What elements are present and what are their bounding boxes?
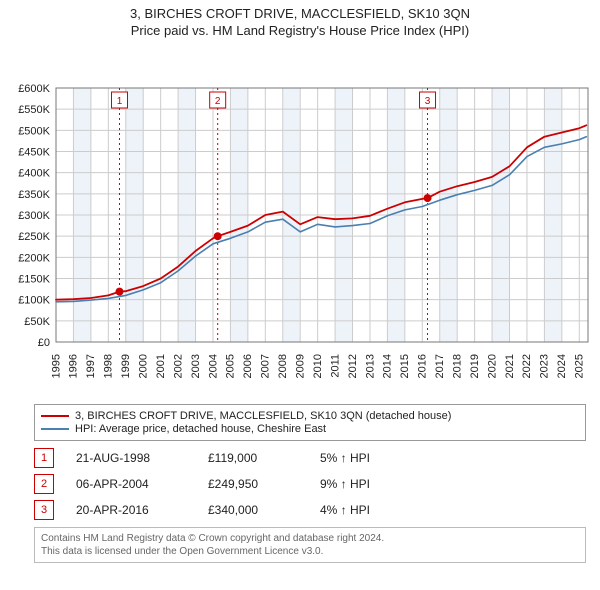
svg-text:2014: 2014	[382, 354, 394, 378]
sales-row: 3 20-APR-2016 £340,000 4% ↑ HPI	[34, 497, 586, 523]
svg-text:2008: 2008	[277, 354, 289, 378]
legend-item-hpi: HPI: Average price, detached house, Ches…	[41, 423, 579, 435]
svg-text:£300K: £300K	[18, 210, 50, 222]
title-main: 3, BIRCHES CROFT DRIVE, MACCLESFIELD, SK…	[0, 6, 600, 21]
svg-text:2022: 2022	[521, 354, 533, 378]
svg-text:£600K: £600K	[18, 83, 50, 95]
svg-text:1999: 1999	[120, 354, 132, 378]
sale-price: £249,950	[208, 477, 298, 491]
title-sub: Price paid vs. HM Land Registry's House …	[0, 23, 600, 38]
svg-text:2024: 2024	[556, 354, 568, 378]
svg-text:1998: 1998	[103, 354, 115, 378]
sale-delta: 9% ↑ HPI	[320, 477, 410, 491]
svg-text:2005: 2005	[225, 354, 237, 378]
svg-text:2025: 2025	[574, 354, 586, 378]
svg-text:2013: 2013	[364, 354, 376, 378]
svg-text:£350K: £350K	[18, 189, 50, 201]
sales-row: 1 21-AUG-1998 £119,000 5% ↑ HPI	[34, 445, 586, 471]
svg-text:£150K: £150K	[18, 274, 50, 286]
svg-text:2010: 2010	[312, 354, 324, 378]
svg-text:2011: 2011	[329, 354, 341, 378]
sale-price: £340,000	[208, 503, 298, 517]
sale-marker-badge: 1	[34, 448, 54, 468]
legend-item-property: 3, BIRCHES CROFT DRIVE, MACCLESFIELD, SK…	[41, 410, 579, 422]
svg-text:2004: 2004	[207, 354, 219, 378]
svg-text:2006: 2006	[242, 354, 254, 378]
legend-swatch	[41, 415, 69, 417]
sale-date: 21-AUG-1998	[76, 451, 186, 465]
svg-text:1: 1	[117, 96, 123, 107]
svg-text:2015: 2015	[399, 354, 411, 378]
svg-text:£0: £0	[38, 337, 50, 349]
legend-label: 3, BIRCHES CROFT DRIVE, MACCLESFIELD, SK…	[75, 410, 451, 422]
svg-text:2012: 2012	[347, 354, 359, 378]
sale-marker-badge: 3	[34, 500, 54, 520]
legend: 3, BIRCHES CROFT DRIVE, MACCLESFIELD, SK…	[34, 404, 586, 441]
sale-marker-badge: 2	[34, 474, 54, 494]
footer-note: Contains HM Land Registry data © Crown c…	[34, 527, 586, 563]
svg-text:2023: 2023	[539, 354, 551, 378]
svg-text:£400K: £400K	[18, 168, 50, 180]
svg-text:2007: 2007	[260, 354, 272, 378]
svg-text:£550K: £550K	[18, 104, 50, 116]
sales-row: 2 06-APR-2004 £249,950 9% ↑ HPI	[34, 471, 586, 497]
price-chart: £0 £50K £100K £150K £200K £250K £300K £350K £400…	[0, 38, 600, 398]
sale-price: £119,000	[208, 451, 298, 465]
svg-text:2000: 2000	[138, 354, 150, 378]
footer-line-2: This data is licensed under the Open Gov…	[41, 545, 579, 558]
svg-text:£50K: £50K	[24, 316, 50, 328]
legend-swatch	[41, 428, 69, 430]
svg-text:2020: 2020	[486, 354, 498, 378]
svg-text:2018: 2018	[451, 354, 463, 378]
legend-label: HPI: Average price, detached house, Ches…	[75, 423, 326, 435]
sale-date: 20-APR-2016	[76, 503, 186, 517]
svg-text:2001: 2001	[155, 354, 167, 378]
svg-text:2021: 2021	[504, 354, 516, 378]
svg-text:2019: 2019	[469, 354, 481, 378]
svg-text:2003: 2003	[190, 354, 202, 378]
sale-delta: 4% ↑ HPI	[320, 503, 410, 517]
svg-text:£500K: £500K	[18, 125, 50, 137]
chart-titles: 3, BIRCHES CROFT DRIVE, MACCLESFIELD, SK…	[0, 0, 600, 38]
svg-text:£200K: £200K	[18, 252, 50, 264]
svg-text:1997: 1997	[85, 354, 97, 378]
svg-text:1995: 1995	[50, 354, 62, 378]
svg-text:2009: 2009	[294, 354, 306, 378]
sale-delta: 5% ↑ HPI	[320, 451, 410, 465]
svg-text:£100K: £100K	[18, 295, 50, 307]
svg-text:£450K: £450K	[18, 147, 50, 159]
svg-text:2: 2	[215, 96, 221, 107]
sales-table: 1 21-AUG-1998 £119,000 5% ↑ HPI 2 06-APR…	[34, 445, 586, 523]
svg-text:2017: 2017	[434, 354, 446, 378]
svg-text:£250K: £250K	[18, 231, 50, 243]
svg-text:2002: 2002	[172, 354, 184, 378]
sale-date: 06-APR-2004	[76, 477, 186, 491]
svg-text:1996: 1996	[68, 354, 80, 378]
svg-text:3: 3	[425, 96, 431, 107]
svg-text:2016: 2016	[417, 354, 429, 378]
footer-line-1: Contains HM Land Registry data © Crown c…	[41, 532, 579, 545]
